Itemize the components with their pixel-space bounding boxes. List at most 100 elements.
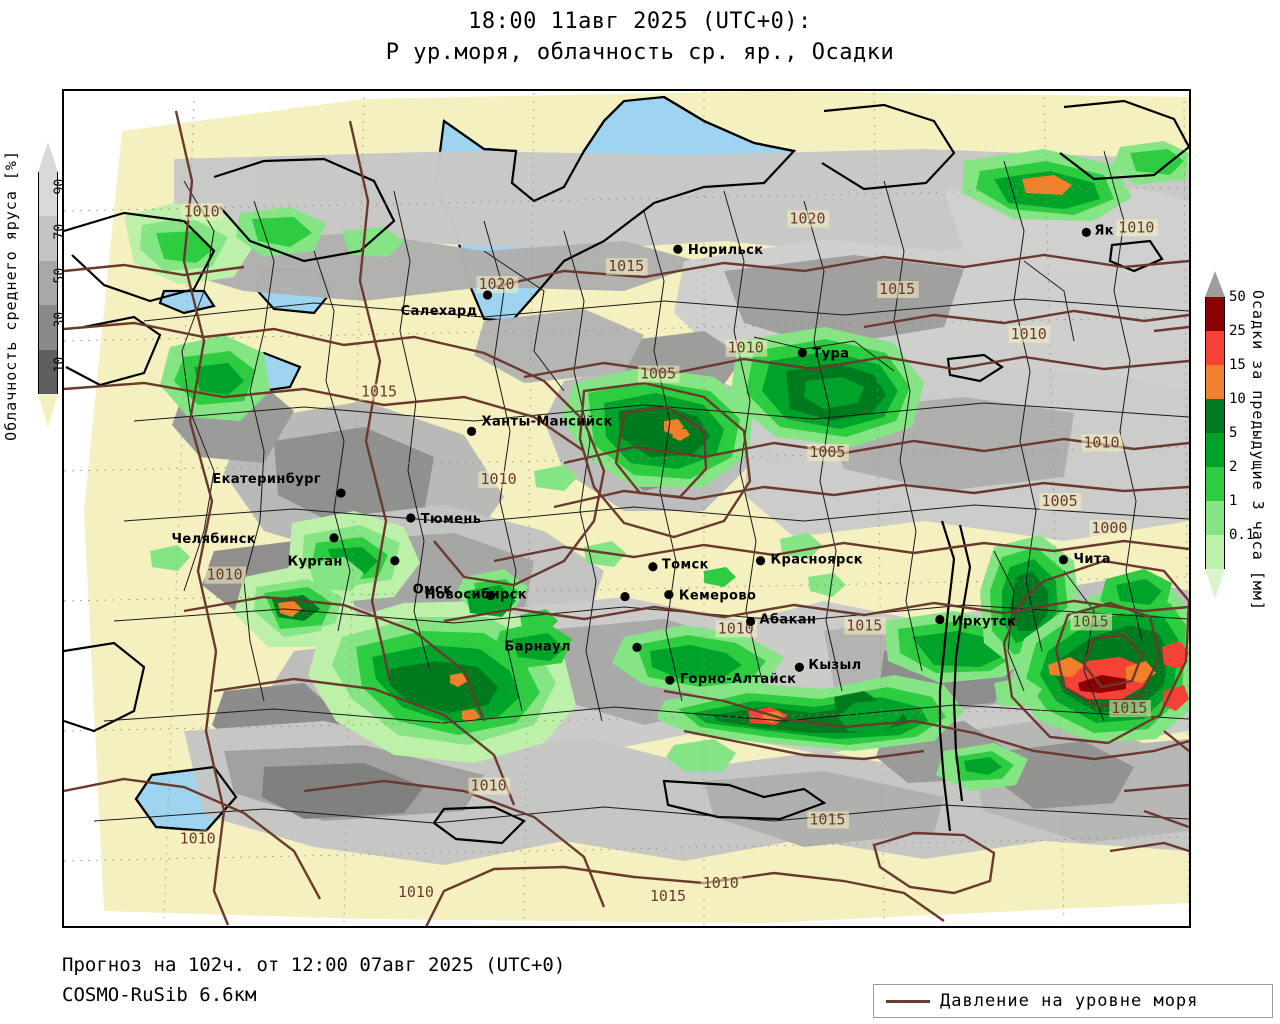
isobar-label: 1015 bbox=[1111, 699, 1147, 717]
isobar-label-backdrop bbox=[1089, 519, 1131, 537]
isobar-label: 1010 bbox=[481, 470, 517, 488]
city-dot[interactable] bbox=[648, 562, 658, 572]
cloud-colorbar-bottom-arrow bbox=[38, 394, 58, 428]
graticule bbox=[64, 91, 1189, 926]
isobar-label: 1015 bbox=[846, 616, 882, 634]
city-dot[interactable] bbox=[664, 589, 674, 600]
precip-colorbar-tick: 1 bbox=[1229, 493, 1238, 509]
isobar-label: 1010 bbox=[180, 829, 216, 847]
precip-colorbar-tick: 10 bbox=[1229, 391, 1246, 407]
isobar-label-backdrop bbox=[181, 203, 224, 221]
city-dot[interactable] bbox=[1058, 555, 1069, 565]
pressure-legend: Давление на уровне моря bbox=[873, 984, 1273, 1018]
isobar-label-backdrop bbox=[468, 777, 511, 795]
city-dot[interactable] bbox=[485, 590, 496, 601]
map-canvas: 1010 1020 1020 1015 1015 1010 1010 1010 1005 1015… bbox=[64, 91, 1189, 926]
isobar-label: 1005 bbox=[809, 443, 845, 461]
isobar-label: 1010 bbox=[703, 874, 739, 892]
city-label: Тюмень bbox=[421, 512, 482, 527]
city-dot[interactable] bbox=[620, 591, 630, 602]
isobar-label: 1010 bbox=[1011, 325, 1047, 343]
city-dot[interactable] bbox=[673, 244, 683, 254]
isobar-label-backdrop bbox=[700, 875, 743, 893]
cloud-colorbar-top-arrow bbox=[38, 142, 58, 172]
city-dot[interactable] bbox=[466, 426, 477, 436]
isobar-label: 1015 bbox=[809, 810, 845, 828]
precip-colorbar-segment bbox=[1205, 399, 1225, 433]
precip-colorbar-title: Осадки за предыдущие 3 часа [мм] bbox=[1249, 290, 1267, 611]
isobar-label: 1010 bbox=[718, 619, 754, 637]
isobar-labels: 1010 1020 1020 1015 1015 1010 1010 1010 1005 1015… bbox=[177, 202, 1158, 906]
city-dot[interactable] bbox=[745, 616, 756, 627]
city-label: Тура bbox=[812, 347, 849, 362]
pressure-line-swatch bbox=[886, 999, 930, 1003]
isobar-label-backdrop bbox=[476, 276, 519, 294]
isobar-label-backdrop bbox=[725, 339, 768, 357]
precip-colorbar-segment bbox=[1205, 535, 1225, 569]
cloud-colorbar-segment bbox=[38, 260, 58, 306]
city-label: Норильск bbox=[688, 243, 764, 258]
city-label: Кемерово bbox=[679, 589, 756, 604]
isobar-label-backdrop bbox=[807, 811, 849, 829]
city-label: Новосибирск bbox=[425, 588, 527, 603]
city-dot[interactable] bbox=[390, 556, 400, 566]
isobar-label-backdrop bbox=[478, 471, 521, 489]
isobar-label: 1020 bbox=[479, 275, 515, 293]
city-label: Горно-Алтайск bbox=[680, 672, 797, 687]
isobar-label-backdrop bbox=[807, 444, 849, 462]
cloud-colorbar-segment bbox=[38, 216, 58, 261]
city-label: Курган bbox=[287, 555, 342, 570]
isobar-label-backdrop bbox=[877, 281, 919, 299]
cloud-colorbar-segment bbox=[38, 349, 58, 394]
isobar-label-backdrop bbox=[606, 258, 648, 276]
isobar-label-backdrop bbox=[787, 210, 830, 228]
cloud-colorbar-segment bbox=[38, 172, 58, 217]
city-label: Челябинск bbox=[172, 532, 257, 547]
footer-line-1: Прогноз на 102ч. от 12:00 07авг 2025 (UT… bbox=[62, 954, 566, 976]
isobar-label: 1000 bbox=[1091, 519, 1127, 537]
weather-map[interactable]: 1010 1020 1020 1015 1015 1010 1010 1010 1005 1015… bbox=[62, 89, 1191, 928]
city-dot[interactable] bbox=[406, 513, 416, 523]
precip-colorbar-top-arrow bbox=[1205, 271, 1225, 297]
isobar-label-backdrop bbox=[1039, 493, 1082, 511]
city-dot[interactable] bbox=[755, 556, 766, 566]
isobar-label-backdrop bbox=[177, 830, 220, 848]
title-line-2: P ур.моря, облачность ср. яр., Осадки bbox=[385, 40, 895, 65]
isobar-label: 1020 bbox=[789, 209, 825, 227]
city-dot[interactable] bbox=[482, 290, 493, 300]
precip-colorbar-tick: 15 bbox=[1229, 357, 1246, 373]
precip-colorbar-segment bbox=[1205, 467, 1225, 501]
isobar-label-backdrop bbox=[844, 617, 886, 635]
forecast-footer: Прогноз на 102ч. от 12:00 07авг 2025 (UT… bbox=[62, 950, 565, 1010]
isobar-label: 1005 bbox=[640, 365, 676, 383]
page-title: 18:00 11авг 2025 (UTC+0): P ур.моря, обл… bbox=[0, 6, 1280, 68]
cloud-colorbar: 90 70 50 30 10 bbox=[38, 142, 68, 428]
isobar-label: 1015 bbox=[1072, 612, 1108, 630]
isobar-label-backdrop bbox=[1109, 700, 1151, 718]
precip-colorbar-tick: 25 bbox=[1229, 323, 1246, 339]
city-label: Томск bbox=[662, 558, 709, 573]
city-dot[interactable] bbox=[1081, 227, 1091, 237]
precip-colorbar-tick: 2 bbox=[1229, 459, 1238, 475]
city-dot[interactable] bbox=[329, 533, 339, 543]
isobar-label: 1015 bbox=[879, 280, 915, 298]
cloud-colorbar-segment bbox=[38, 305, 58, 350]
city-dot[interactable] bbox=[797, 348, 807, 358]
city-dot[interactable] bbox=[336, 488, 346, 498]
precip-colorbar-segment bbox=[1205, 501, 1225, 535]
city-dot[interactable] bbox=[794, 662, 804, 672]
precip-colorbar-segment bbox=[1205, 331, 1225, 365]
city-dot[interactable] bbox=[935, 614, 945, 625]
city-dot[interactable] bbox=[632, 642, 642, 652]
city-label: Абакан bbox=[760, 612, 817, 627]
isobar-label: 1010 bbox=[1083, 433, 1119, 451]
admin-borders bbox=[93, 150, 1189, 824]
city-dot[interactable] bbox=[665, 675, 675, 685]
isobar-label-backdrop bbox=[647, 888, 690, 906]
isobar-label-backdrop bbox=[1008, 325, 1051, 343]
precipitation-layer bbox=[124, 141, 1189, 791]
isobar-label: 1015 bbox=[361, 383, 397, 401]
city-label: Як bbox=[1094, 223, 1114, 238]
city-label: Омск bbox=[413, 583, 453, 598]
isobar-label-backdrop bbox=[637, 365, 680, 383]
